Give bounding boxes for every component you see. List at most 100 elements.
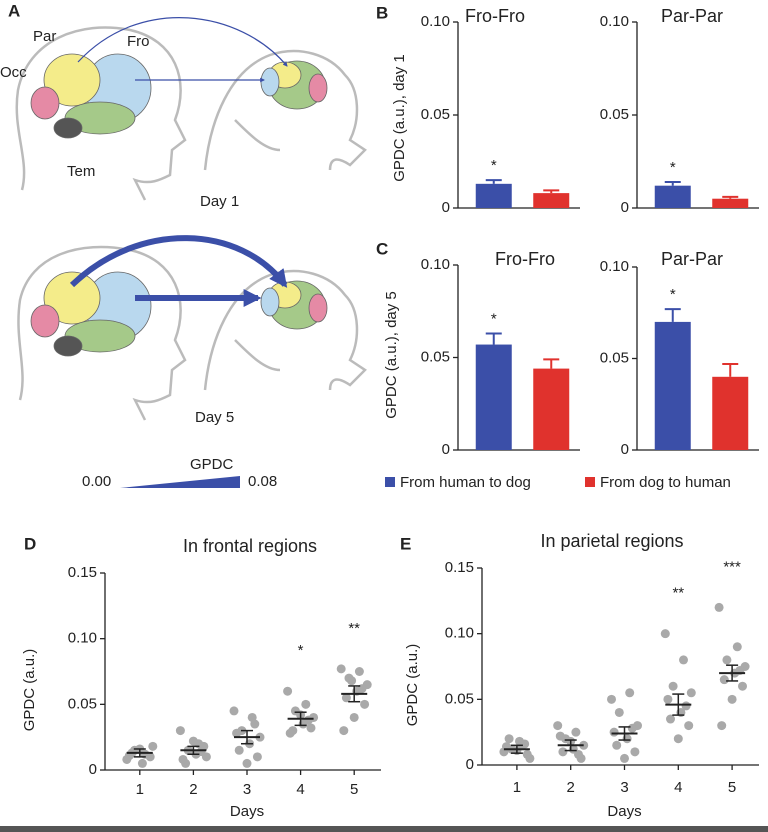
dog-brain-day1 [260,60,328,110]
region-label: Par [33,28,56,45]
chart-title: Fro-Fro [465,6,525,26]
data-point [234,745,244,755]
data-point [242,758,252,768]
y-tick-label: 0.05 [445,690,474,707]
data-point [717,721,727,731]
data-point [137,758,147,768]
chart-title: Par-Par [661,249,723,269]
data-point [349,712,359,722]
x-tick-label: 1 [513,779,521,796]
data-point [571,727,581,737]
human-head-day1 [15,26,187,201]
y-tick-label: 0.05 [600,349,629,366]
data-point [684,721,694,731]
data-point [668,681,678,691]
significance: * [670,286,676,303]
data-point [175,726,185,736]
chart-title: Par-Par [661,6,723,26]
data-point [520,739,530,749]
gpdc-scale-wedge [120,476,240,488]
data-point [178,754,188,764]
human-brain-day5 [30,271,152,357]
arrow [77,17,288,67]
data-point [504,734,514,744]
significance: * [670,159,676,176]
data-point [630,747,640,757]
panel-letter: C [376,239,388,258]
data-point [229,706,239,716]
panel-letter: B [376,3,388,22]
x-tick-label: 4 [674,779,682,796]
data-point [686,688,696,698]
data-point [722,655,732,665]
y-tick-label: 0.05 [68,695,97,712]
bar [475,344,512,450]
x-tick-label: 4 [296,781,304,798]
data-point [558,747,568,757]
bar [712,376,749,450]
data-point [341,693,351,703]
data-point [148,741,158,751]
y-tick-label: 0.10 [421,256,450,273]
data-point [732,642,742,652]
x-tick-label: 5 [350,781,358,798]
data-point [719,675,729,685]
data-point [609,727,619,737]
data-point [250,719,260,729]
x-tick-label: 3 [620,779,628,796]
y-tick-label: 0 [466,756,474,773]
data-point [614,707,624,717]
y-tick-label: 0.05 [600,106,629,123]
dog-brain-day5 [260,280,328,330]
panel-letter: E [400,534,411,553]
x-axis-label: Days [607,803,641,820]
data-point [679,655,688,665]
data-point [306,723,316,733]
dog-head-day1 [203,49,367,171]
y-tick-label: 0 [621,441,629,458]
scale-title: GPDC [190,456,234,473]
data-point [522,749,532,759]
legend-swatch [385,477,395,487]
data-point [607,694,616,704]
data-point [714,602,724,612]
y-tick-label: 0.10 [600,258,629,275]
y-tick-label: 0.05 [421,106,450,123]
data-point [336,664,346,674]
significance: ** [348,620,360,637]
bar [475,183,512,208]
x-tick-label: 2 [189,781,197,798]
arrow [69,235,288,288]
y-tick-label: 0.10 [421,13,450,30]
legend-label: From dog to human [600,474,731,491]
data-point [627,723,637,733]
data-point [188,736,198,746]
significance: *** [723,558,741,575]
y-axis-label: GPDC (a.u.), day 1 [391,54,408,182]
y-axis-label: GPDC (a.u.), day 5 [383,291,400,419]
panel-letter: D [24,534,36,553]
x-tick-label: 3 [243,781,251,798]
data-point [339,726,349,736]
dog-head-day5 [203,269,367,391]
data-point [681,701,691,711]
bar [533,193,570,208]
day-label: Day 5 [195,409,234,426]
data-point [285,728,295,738]
region-label: Occ [0,64,27,81]
region-label: Tem [67,163,95,180]
x-tick-label: 5 [728,779,736,796]
significance: * [298,642,304,659]
day-label: Day 1 [200,193,239,210]
data-point [673,734,683,744]
y-tick-label: 0.15 [445,559,474,576]
bar [654,185,691,208]
y-tick-label: 0.15 [68,564,97,581]
y-axis-label: GPDC (a.u.) [21,649,38,732]
scale-min: 0.00 [82,473,111,490]
significance: * [491,157,497,174]
significance: * [491,310,497,327]
data-point [145,752,155,762]
